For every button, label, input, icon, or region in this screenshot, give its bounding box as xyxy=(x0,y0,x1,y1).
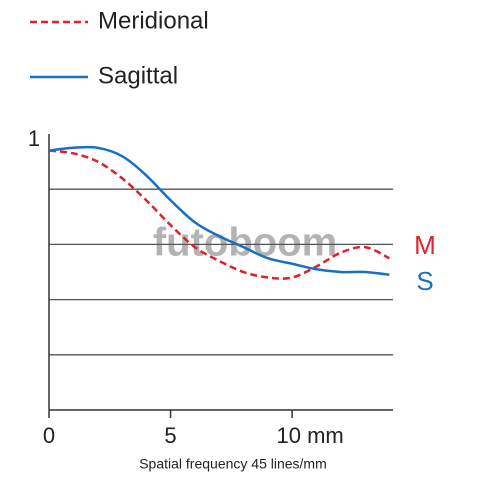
series-line xyxy=(48,149,390,280)
x-tick-label: 0 xyxy=(43,423,55,448)
y-tick-label: 1 xyxy=(28,126,40,151)
legend-label: Meridional xyxy=(98,7,209,34)
x-axis-label: Spatial frequency 45 lines/mm xyxy=(139,456,327,472)
legend-label: Sagittal xyxy=(98,62,178,89)
series-end-label: M xyxy=(414,230,436,260)
x-tick-label: 5 xyxy=(164,423,176,448)
series-line xyxy=(48,145,390,277)
series-end-label: S xyxy=(416,266,433,296)
watermark: futoboom xyxy=(153,221,337,265)
x-tick-label: 10 mm xyxy=(276,423,343,448)
